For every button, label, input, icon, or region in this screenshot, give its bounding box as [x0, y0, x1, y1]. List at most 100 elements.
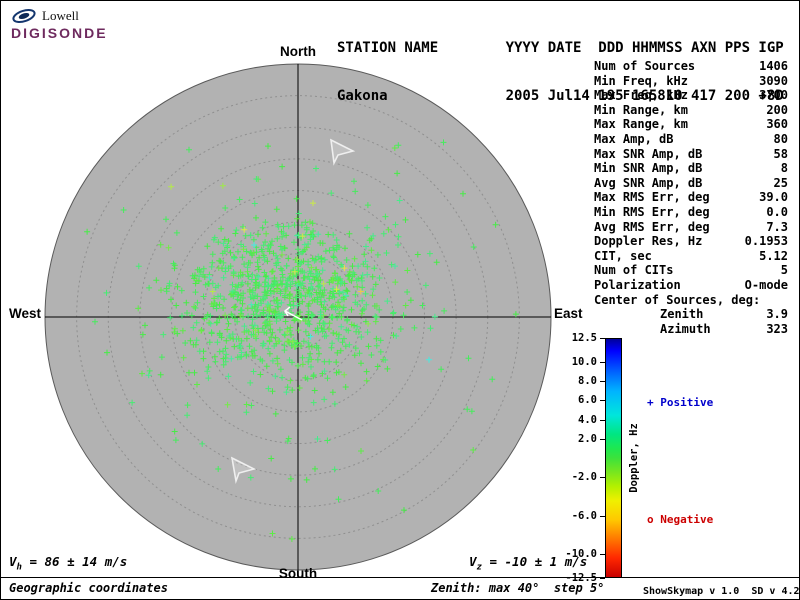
colorbar-tick-label: -10.0 — [565, 548, 597, 560]
colorbar-tick-label: -2.0 — [571, 471, 597, 484]
source-markers — [228, 231, 398, 362]
stat-row: Zenith 3.9 — [594, 307, 788, 322]
stat-value: 323 — [766, 321, 788, 336]
source-markers — [252, 256, 372, 345]
stat-row: Num of CITs 5 — [594, 263, 788, 278]
colorbar-tickmark — [600, 554, 605, 555]
legend-positive: + Positive — [647, 396, 714, 409]
stat-value: 0.0 — [766, 204, 788, 219]
compass-south: South — [278, 566, 318, 581]
stat-value: 3090 — [759, 73, 788, 88]
colorbar-tickmark — [600, 477, 605, 479]
source-markers — [135, 145, 477, 542]
stat-row: Max Range, km 360 — [594, 117, 788, 132]
vh-subscript: h — [16, 562, 22, 573]
stat-row: Avg SNR Amp, dB 25 — [594, 176, 788, 191]
footer-divider — [1, 577, 799, 578]
compass-east: East — [554, 306, 583, 321]
logo-lowell-text: Lowell — [42, 8, 79, 23]
stat-value: 7.3 — [766, 219, 788, 234]
stat-label: CIT, sec — [594, 248, 652, 263]
stats-panel: Num of Sources 1406 Min Freq, kHz 3090 Max F… — [594, 59, 788, 336]
lowell-logo: Lowell DIGISONDE — [11, 8, 108, 41]
stat-value: 39.0 — [759, 190, 788, 205]
stat-label: Center of Sources, deg: — [594, 292, 761, 307]
stat-value: 0.1953 — [744, 234, 788, 249]
stat-row: Min Freq, kHz 3090 — [594, 74, 788, 89]
stat-label: Avg SNR Amp, dB — [594, 175, 703, 190]
stat-value: 80 — [773, 131, 788, 146]
colorbar-tickmark — [600, 381, 605, 383]
stat-label: Polarization — [594, 277, 681, 292]
stat-label: Max Range, km — [594, 117, 688, 132]
colorbar-title: Doppler, Hz — [628, 423, 641, 493]
doppler-colorbar: 12.5 10.0 8.0 6.0 4.0 2.0 -2.0 -6.0 -10.0 -12.5 D… — [553, 332, 683, 584]
stat-value: 5 — [780, 263, 788, 278]
colorbar-tick-label: -12.5 — [565, 572, 597, 584]
stat-row: Max RMS Err, deg 39.0 — [594, 190, 788, 205]
stat-label: Doppler Res, Hz — [594, 234, 703, 249]
stat-value: 5.12 — [759, 248, 788, 263]
colorbar-tickmark — [600, 419, 605, 421]
stat-label: Max Amp, dB — [594, 131, 674, 146]
source-markers — [206, 274, 350, 308]
source-markers — [291, 200, 316, 275]
stat-label: Avg RMS Err, deg — [594, 219, 710, 234]
stat-value: 3.9 — [766, 307, 788, 322]
stat-row: Min SNR Amp, dB 8 — [594, 161, 788, 176]
stat-value: 3700 — [759, 88, 788, 103]
stat-label: Min RMS Err, deg — [594, 204, 710, 219]
compass-north: North — [280, 44, 316, 59]
source-markers — [357, 288, 364, 295]
stat-label: Max SNR Amp, dB — [594, 146, 703, 161]
stat-value: 25 — [773, 175, 788, 190]
stat-row: Avg RMS Err, deg 7.3 — [594, 220, 788, 235]
stat-label: Max Freq, kHz — [594, 88, 688, 103]
vh-symbol: V — [9, 554, 17, 569]
zenith-range-label: Zenith: max 40° step 5° — [431, 581, 605, 595]
vz-text: = -10 ± 1 m/s — [481, 554, 588, 569]
stat-label: Min SNR Amp, dB — [594, 161, 703, 176]
stat-label: Zenith — [660, 307, 704, 322]
stat-label: Num of CITs — [594, 263, 674, 278]
vh-value: Vh = 86 ± 14 m/s — [9, 554, 127, 573]
stat-value: 200 — [766, 102, 788, 117]
colorbar-tickmark — [600, 338, 605, 339]
stat-row: Doppler Res, Hz 0.1953 — [594, 234, 788, 249]
stat-label: Azimuth — [660, 321, 711, 336]
logo-digisonde-text: DIGISONDE — [11, 25, 108, 41]
stat-row: Min RMS Err, deg 0.0 — [594, 205, 788, 220]
vh-text: = 86 ± 14 m/s — [21, 554, 128, 569]
legend-negative: o Negative — [647, 513, 714, 526]
source-markers — [219, 182, 226, 189]
stat-value: 360 — [766, 117, 788, 132]
stat-label: Min Range, km — [594, 102, 688, 117]
vz-value: Vz = -10 ± 1 m/s — [469, 554, 587, 573]
source-markers — [341, 265, 348, 272]
stat-value: 58 — [773, 146, 788, 161]
header-table: STATION NAME YYYY DATE DDD HHMMSS AXN PP… — [337, 8, 784, 136]
colorbar-tick-label: 6.0 — [578, 394, 597, 407]
colorbar-tick-label: -6.0 — [571, 509, 597, 522]
colorbar-tick-label: 12.5 — [571, 332, 597, 344]
source-markers — [251, 242, 432, 363]
colorbar-tick-label: 10.0 — [571, 356, 597, 368]
compass-west: West — [9, 306, 42, 321]
stat-row: Azimuth 323 — [594, 322, 788, 337]
stat-label: Max RMS Err, deg — [594, 190, 710, 205]
app-version: ShowSkymap v 1.0 SD v 4.2 — [643, 586, 800, 597]
stat-row: CIT, sec 5.12 — [594, 249, 788, 264]
stat-row: Max Amp, dB 80 — [594, 132, 788, 147]
source-markers — [168, 183, 327, 295]
stat-value: 1406 — [759, 59, 788, 73]
vz-subscript: z — [476, 562, 482, 573]
colorbar-tickmark — [600, 438, 605, 440]
header-column-titles: STATION NAME YYYY DATE DDD HHMMSS AXN PP… — [337, 40, 784, 56]
stat-row: Polarization O-mode — [594, 278, 788, 293]
direction-arrow — [330, 138, 356, 166]
direction-arrow — [230, 456, 257, 485]
lowell-swoosh-icon — [12, 8, 36, 24]
stat-value: 8 — [780, 161, 788, 176]
